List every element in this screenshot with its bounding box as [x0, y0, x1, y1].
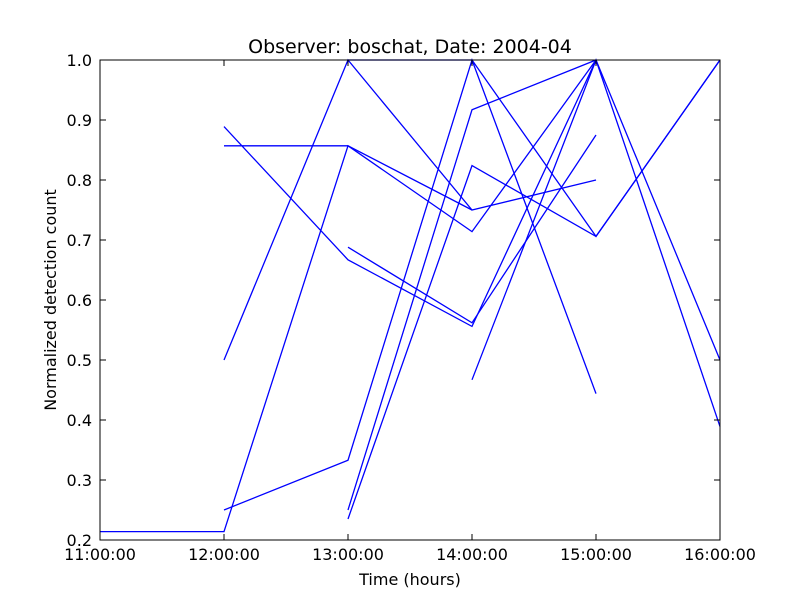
y-tick-label: 0.3: [67, 471, 92, 490]
plot-frame: [99, 59, 721, 541]
series-line-7: [347, 59, 721, 511]
y-tick-label: 0.7: [67, 231, 92, 250]
y-tick-label: 0.5: [67, 351, 92, 370]
x-tick-label: 16:00:00: [684, 545, 756, 564]
y-axis: 0.2 0.3 0.4 0.5 0.6 0.7 0.8 0.9 1.0: [67, 51, 720, 550]
series-layer: [100, 57, 721, 533]
x-tick-label: 15:00:00: [560, 545, 632, 564]
chart-title: Observer: boschat, Date: 2004-04: [248, 36, 572, 58]
series-line-4: [223, 58, 597, 361]
y-axis-title: Normalized detection count: [41, 189, 60, 411]
x-tick-label: 11:00:00: [64, 545, 136, 564]
series-line-2: [224, 59, 597, 233]
series-line-3: [223, 59, 597, 328]
y-tick-label: 1.0: [67, 51, 92, 70]
x-axis-title: Time (hours): [358, 570, 461, 589]
y-tick-label: 0.4: [67, 411, 92, 430]
y-tick-label: 0.9: [67, 111, 92, 130]
series-line-8: [347, 134, 597, 324]
x-tick-label: 14:00:00: [436, 545, 508, 564]
x-tick-label: 12:00:00: [188, 545, 260, 564]
x-axis: 11:00:00 12:00:00 13:00:00 14:00:00 15:00:00…: [64, 60, 756, 564]
series-line-6: [348, 59, 721, 238]
x-tick-label: 13:00:00: [312, 545, 384, 564]
series-line-1: [100, 144, 473, 533]
y-tick-label: 0.6: [67, 291, 92, 310]
y-tick-label: 0.2: [67, 531, 92, 550]
y-tick-label: 0.8: [67, 171, 92, 190]
series-line-10: [471, 58, 721, 427]
series-line-9: [347, 59, 721, 520]
series-line-5: [223, 57, 597, 511]
